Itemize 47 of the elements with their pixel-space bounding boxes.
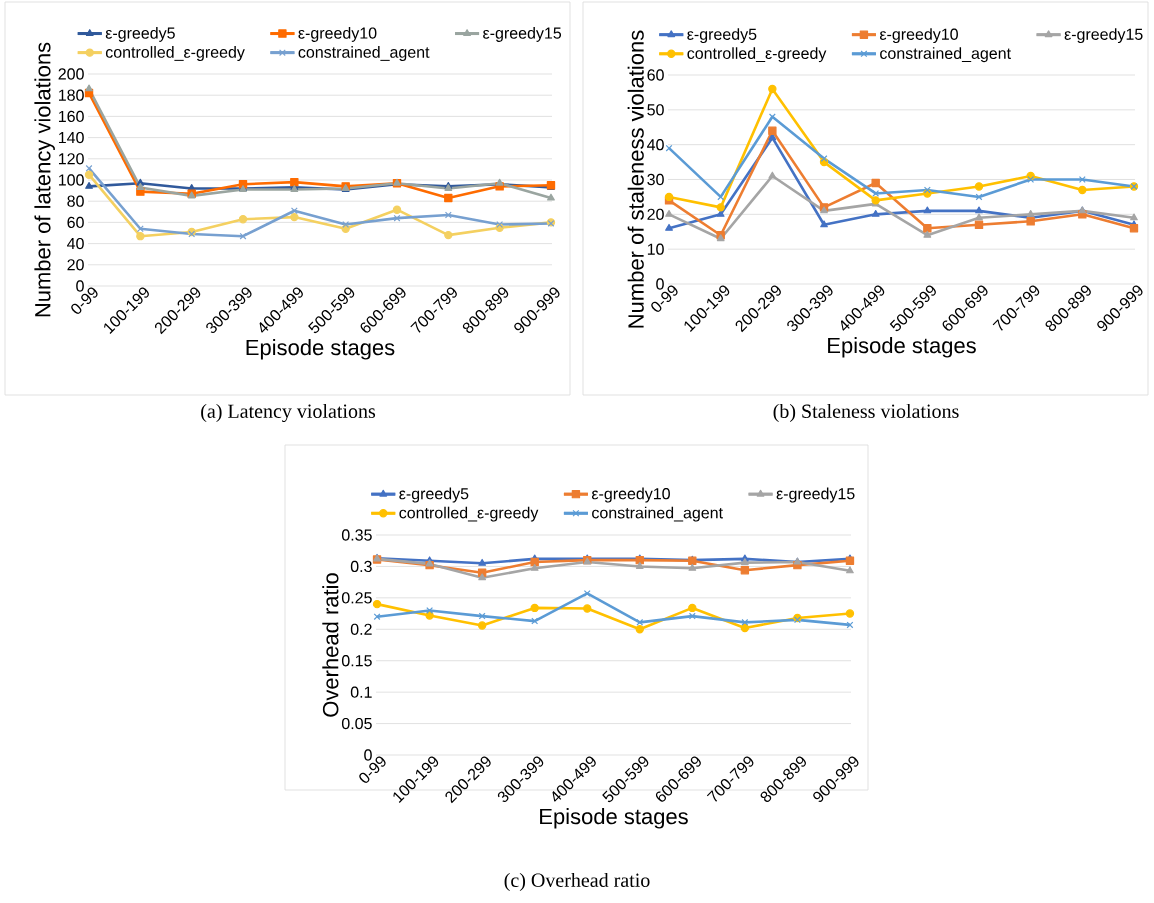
text: (a) Latency violations [201, 403, 376, 423]
legend-label: ε-greedy10 [879, 28, 958, 44]
y-tick-label: 40 [67, 237, 84, 250]
x-axis-title: Episode stages [246, 339, 395, 360]
y-tick-label: 30 [647, 173, 664, 186]
legend-label: controlled_ε-greedy [687, 47, 827, 63]
legend-label: controlled_ε-greedy [105, 46, 245, 62]
y-tick-label: 0.1 [350, 686, 372, 698]
y-tick-label: 160 [59, 110, 84, 123]
legend-label: ε-greedy10 [298, 27, 377, 42]
legend-label: controlled_ε-greedy [399, 506, 539, 522]
y-tick-label: 0.15 [341, 655, 372, 667]
y-tick-label: 10 [647, 243, 664, 255]
y-tick-label: 100 [59, 174, 84, 186]
y-axis-title: Number of staleness violations [627, 30, 644, 328]
y-tick-label: 200 [58, 68, 84, 80]
legend-label: ε-greedy5 [687, 28, 757, 44]
y-tick-label: 0.05 [341, 717, 372, 730]
legend-label: ε-greedy5 [399, 487, 469, 503]
legend-label: ε-greedy15 [1064, 28, 1143, 44]
text: (c) Overhead ratio [504, 872, 650, 892]
y-tick-label: 140 [59, 131, 84, 144]
y-tick-label: 60 [67, 216, 84, 229]
y-tick-label: 0.25 [341, 592, 372, 604]
legend-label: constrained_agent [880, 47, 1011, 63]
text: (b) Staleness violations [773, 403, 959, 423]
x-axis-title: Episode stages [540, 808, 688, 829]
y-tick-label: 0.35 [341, 529, 372, 541]
legend-label: ε-greedy15 [483, 27, 562, 42]
y-tick-label: 180 [59, 89, 84, 101]
y-tick-label: 60 [647, 69, 664, 81]
legend-label: ε-greedy10 [591, 487, 670, 503]
x-axis-title: Episode stages [828, 337, 976, 358]
y-tick-label: 20 [647, 208, 664, 220]
y-tick-label: 20 [67, 259, 84, 271]
y-axis-title: Number of latency violations [34, 42, 55, 317]
y-axis-title: Overhead ratio [322, 573, 339, 717]
legend-label: constrained_agent [592, 506, 723, 522]
y-tick-label: 0.3 [350, 560, 372, 573]
y-tick-label: 120 [59, 153, 84, 165]
y-tick-label: 50 [647, 104, 664, 116]
y-tick-label: 40 [647, 139, 664, 151]
legend-label: ε-greedy15 [776, 487, 855, 503]
y-tick-label: 0.2 [350, 623, 372, 635]
y-tick-label: 80 [67, 195, 84, 207]
legend-label: ε-greedy5 [105, 27, 175, 42]
legend-label: constrained_agent [298, 46, 430, 62]
